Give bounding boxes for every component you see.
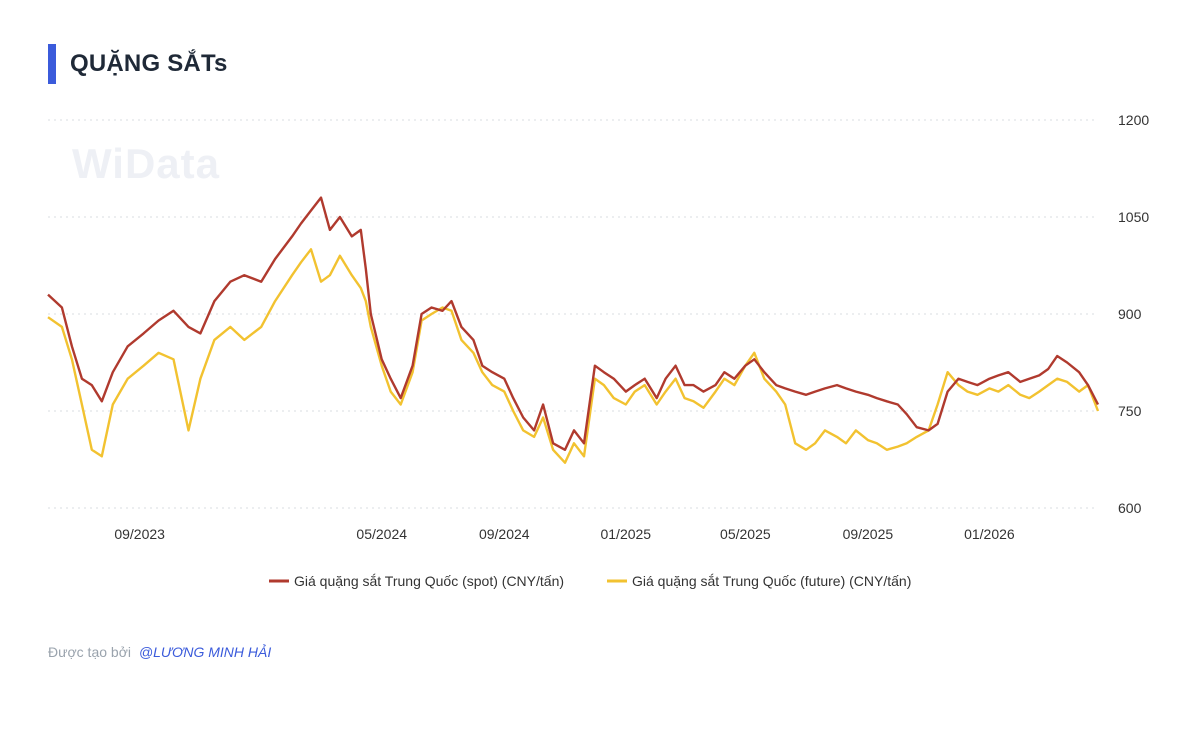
footer-credit: Được tạo bởi @LƯƠNG MINH HẢI: [48, 644, 271, 660]
x-tick-label: 01/2026: [964, 526, 1015, 542]
y-tick-label: 1200: [1118, 112, 1149, 128]
x-axis-ticks: 09/2023 05/2024 09/2024 01/2025 05/2025 09/20…: [114, 526, 1015, 542]
watermark-logo: WiData: [72, 140, 220, 187]
title-accent-bar: [48, 44, 56, 84]
x-tick-label: 05/2024: [356, 526, 407, 542]
y-tick-label: 750: [1118, 403, 1142, 419]
x-tick-label: 09/2023: [114, 526, 165, 542]
legend[interactable]: Giá quặng sắt Trung Quốc (spot) (CNY/tấn…: [269, 573, 911, 589]
y-axis-ticks: 600 750 900 1050 1200: [1118, 112, 1149, 516]
author-link[interactable]: @LƯƠNG MINH HẢI: [138, 644, 272, 660]
legend-label-future: Giá quặng sắt Trung Quốc (future) (CNY/t…: [632, 573, 911, 589]
x-tick-label: 01/2025: [600, 526, 651, 542]
series-line-spot: [47, 196, 1100, 451]
y-tick-label: 1050: [1118, 209, 1149, 225]
x-tick-label: 09/2024: [479, 526, 530, 542]
series-line-future: [47, 248, 1100, 464]
x-tick-label: 05/2025: [720, 526, 771, 542]
grid-lines: [48, 119, 1098, 509]
chart-title-block: QUẶNG SẮTs: [48, 44, 228, 84]
created-by-label: Được tạo bởi: [48, 644, 131, 660]
y-tick-label: 900: [1118, 306, 1142, 322]
page-title: QUẶNG SẮTs: [70, 50, 228, 77]
y-tick-label: 600: [1118, 500, 1142, 516]
series-lines: [47, 196, 1100, 464]
legend-label-spot: Giá quặng sắt Trung Quốc (spot) (CNY/tấn…: [294, 573, 564, 589]
x-tick-label: 09/2025: [843, 526, 894, 542]
